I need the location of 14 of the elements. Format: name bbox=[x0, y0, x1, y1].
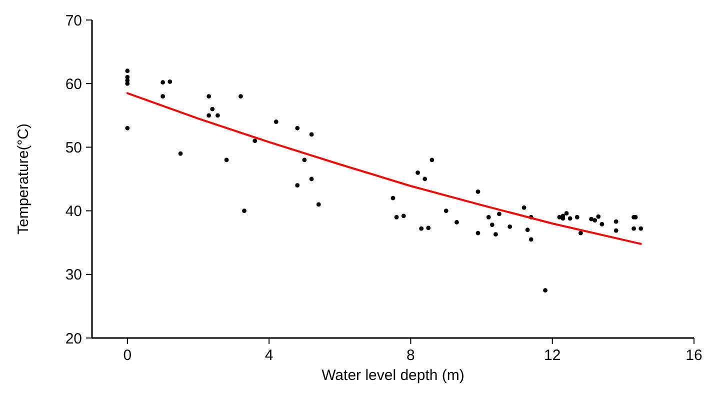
y-tick-label: 30 bbox=[65, 266, 82, 284]
x-tick-label: 12 bbox=[544, 347, 561, 364]
line-series bbox=[126, 92, 642, 245]
x-tick-label: 16 bbox=[686, 347, 702, 364]
y-tick-label: 20 bbox=[65, 330, 82, 348]
x-axis-title: Water level depth (m) bbox=[322, 367, 464, 384]
y-tick-label: 60 bbox=[65, 76, 82, 93]
x-tick-label: 8 bbox=[406, 347, 415, 364]
x-tick-label: 0 bbox=[123, 347, 132, 364]
y-tick-label: 40 bbox=[65, 203, 82, 220]
y-tick-label: 50 bbox=[65, 139, 82, 156]
x-tick-label: 4 bbox=[264, 347, 274, 364]
y-tick-label: 70 bbox=[65, 12, 82, 30]
y-axis-title: Temperature(°C) bbox=[15, 123, 32, 235]
